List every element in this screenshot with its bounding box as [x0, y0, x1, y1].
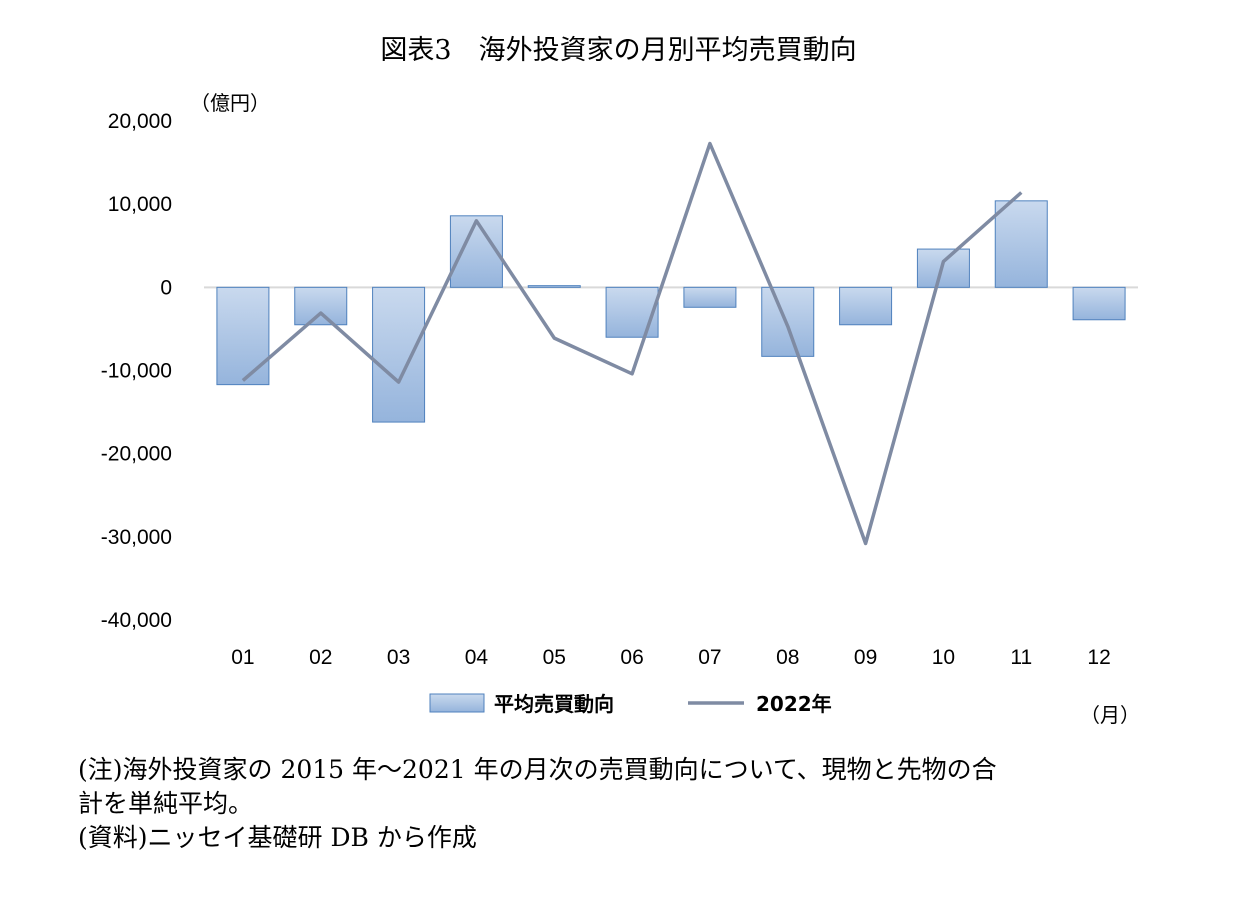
bar-02 — [294, 286, 348, 326]
legend-bar-label: 平均売買動向 — [494, 692, 614, 716]
y-tick-label: -40,000 — [101, 609, 172, 632]
chart-title: 図表3 海外投資家の月別平均売買動向 — [380, 35, 857, 66]
x-tick-label: 02 — [309, 646, 332, 669]
x-axis-unit-label: （月） — [1080, 703, 1140, 727]
x-tick-label: 06 — [620, 646, 643, 669]
bar-04 — [449, 215, 503, 288]
notes: (注)海外投資家の 2015 年～2021 年の月次の売買動向について、現物と先… — [78, 753, 1178, 855]
x-tick-label: 05 — [543, 646, 566, 669]
bar-06 — [605, 286, 659, 338]
x-tick-label: 08 — [776, 646, 799, 669]
note-line: (注)海外投資家の 2015 年～2021 年の月次の売買動向について、現物と先… — [78, 755, 997, 784]
y-tick-label: -20,000 — [101, 443, 172, 466]
note-line: 計を単純平均。 — [78, 789, 254, 818]
y-tick-label: 0 — [160, 276, 172, 299]
x-tick-label: 10 — [932, 646, 955, 669]
x-tick-label: 11 — [1010, 646, 1032, 669]
x-tick-label: 04 — [465, 646, 489, 669]
note-line: (資料)ニッセイ基礎研 DB から作成 — [78, 823, 477, 852]
y-tick-label: 20,000 — [108, 110, 172, 133]
bar-10 — [916, 248, 970, 288]
x-tick-label: 12 — [1087, 646, 1110, 669]
legend-bar-swatch — [429, 693, 485, 713]
bar-09 — [839, 286, 893, 326]
x-tick-label: 09 — [854, 646, 877, 669]
bar-03 — [372, 286, 426, 423]
y-tick-label: -10,000 — [101, 360, 172, 383]
x-tick-label: 01 — [231, 646, 254, 669]
x-tick-label: 07 — [698, 646, 721, 669]
bar-01 — [216, 286, 270, 386]
y-axis-unit-label: （億円） — [190, 91, 270, 115]
chart: （億円） 20,000 10,000 0 -10,000 -20,000 -30,000 -… — [101, 91, 1140, 727]
bar-12 — [1072, 286, 1126, 321]
y-tick-label: 10,000 — [108, 193, 172, 216]
bar-07 — [683, 286, 737, 308]
legend-line-label: 2022年 — [756, 692, 832, 716]
y-axis-ticks: 20,000 10,000 0 -10,000 -20,000 -30,000 -40,00… — [101, 110, 172, 632]
x-axis-ticks: 01 02 03 04 05 06 07 08 09 10 11 12 — [231, 646, 1111, 669]
y-tick-label: -30,000 — [101, 526, 172, 549]
bar-series — [216, 200, 1126, 423]
bar-11 — [994, 200, 1048, 288]
x-tick-label: 03 — [387, 646, 410, 669]
line-series-2022 — [241, 141, 1023, 546]
legend: 平均売買動向 2022年 — [429, 692, 832, 716]
bar-05 — [527, 285, 581, 288]
